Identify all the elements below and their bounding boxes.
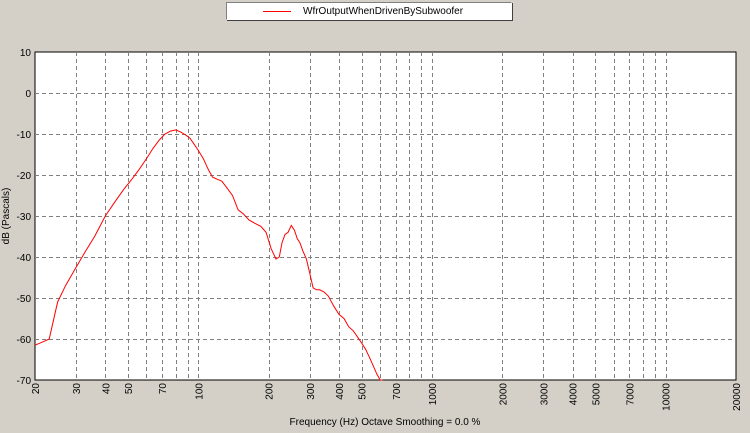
x-tick-label: 3000 [539,383,550,406]
y-tick-label: -70 [17,376,32,387]
y-tick-label: -40 [17,253,32,264]
x-tick-label: 50 [124,383,135,395]
y-tick-label: -60 [17,335,32,346]
y-tick-label: -20 [17,171,32,182]
legend-swatch [263,10,291,12]
x-tick-label: 5000 [591,383,602,406]
x-tick-label: 100 [194,383,205,400]
y-tick-labels: 10 0 -10 -20 -30 -40 -50 -60 -70 [17,48,32,387]
legend: WfrOutputWhenDrivenBySubwoofer [226,2,512,20]
y-axis-title: dB (Pascals) [1,188,12,245]
x-tick-label: 1000 [428,383,439,406]
x-tick-label: 300 [306,383,317,400]
x-tick-label: 400 [335,383,346,400]
x-tick-label: 20 [31,383,42,395]
x-tick-label: 40 [101,383,112,395]
x-tick-label: 70 [158,383,169,395]
x-tick-label: 20000 [732,383,743,411]
x-tick-label: 2000 [498,383,509,406]
x-tick-label: 700 [392,383,403,400]
x-tick-label: 7000 [625,383,636,406]
y-tick-label: -50 [17,294,32,305]
x-tick-labels: 20 30 40 50 70 100 200 300 400 500 700 1000 2000 3000… [31,383,743,411]
grid [35,52,736,380]
x-tick-label: 4000 [569,383,580,406]
x-tick-label: 200 [265,383,276,400]
y-tick-label: -30 [17,212,32,223]
y-tick-label: -10 [17,130,32,141]
x-tick-label: 30 [72,383,83,395]
x-axis-title: Frequency (Hz) Octave Smoothing = 0.0 % [290,417,481,428]
legend-label: WfrOutputWhenDrivenBySubwoofer [303,5,464,17]
series-line [34,129,383,381]
x-tick-label: 10000 [662,383,673,411]
series-layer [34,129,383,381]
x-tick-label: 500 [358,383,369,400]
y-tick-label: 10 [20,48,32,59]
y-tick-label: 0 [25,89,31,100]
